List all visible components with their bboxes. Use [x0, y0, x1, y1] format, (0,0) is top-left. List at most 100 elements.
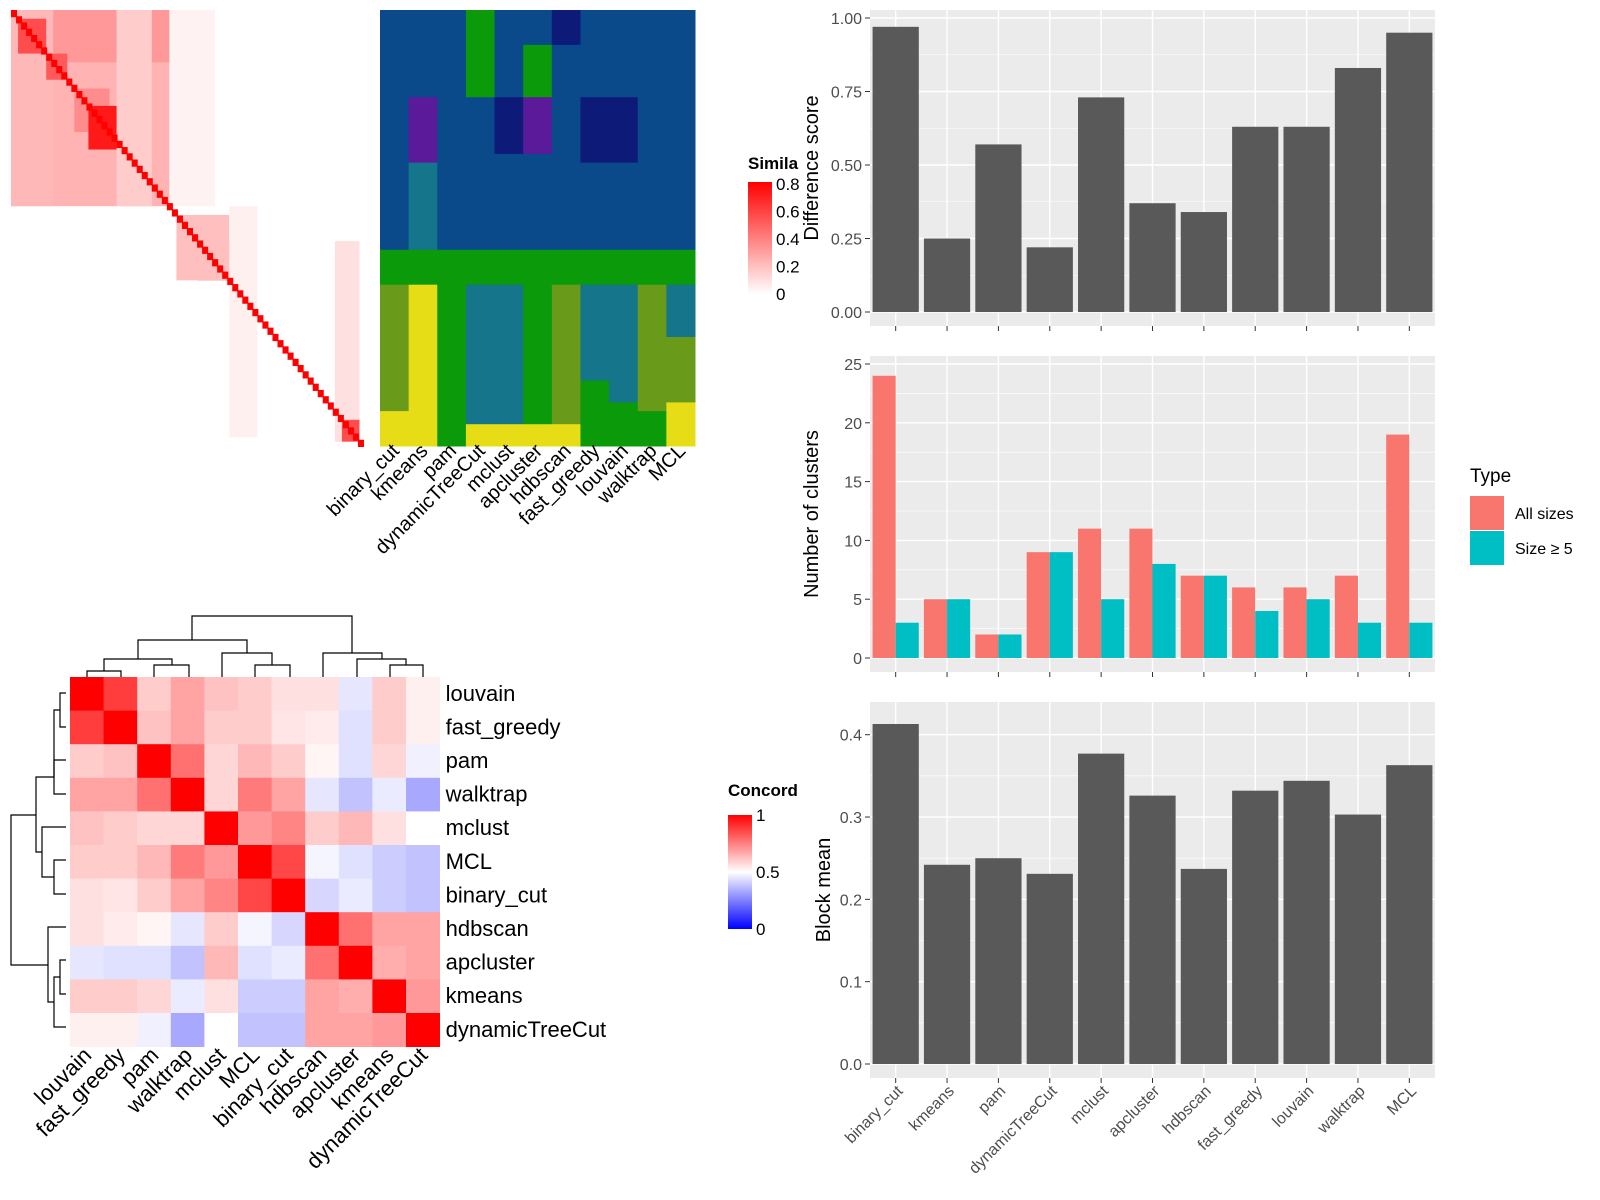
cluster-cell [465, 284, 496, 425]
similarity-diagonal-cell [262, 321, 269, 329]
concordance-cell [238, 912, 272, 947]
column-dendrogram [86, 615, 424, 677]
similarity-diagonal-cell [66, 78, 73, 86]
concordance-cell [406, 845, 440, 879]
cluster-cell [609, 162, 639, 251]
bar-hdbscan [1180, 212, 1227, 312]
cluster-cell [408, 10, 438, 98]
cluster-cell [580, 249, 610, 286]
cluster-cell [494, 10, 524, 98]
concordance-cell [338, 1013, 373, 1047]
cluster-cell [465, 249, 496, 286]
concordance-cell [406, 979, 440, 1014]
legend-swatch-size-ge-5 [1470, 531, 1504, 565]
y-tick-label: 0.75 [831, 85, 862, 102]
similarity-diagonal-cell [56, 66, 63, 74]
similarity-diagonal-cell [41, 47, 48, 55]
similarity-diagonal-cell [36, 41, 43, 49]
concordance-cell [204, 878, 239, 913]
concordance-row-label: walktrap [445, 782, 528, 807]
concordance-cell [137, 677, 172, 711]
concordance-cell [406, 744, 440, 779]
concordance-cell [137, 1013, 172, 1047]
bar-mcl [1386, 765, 1433, 1064]
cluster-cell [637, 284, 667, 412]
concordance-cell [137, 979, 172, 1014]
bar-size-5-kmeans [947, 599, 971, 658]
cluster-cell [580, 97, 610, 164]
concordance-cell [338, 912, 373, 947]
similarity-diagonal-cell [337, 414, 344, 423]
cluster-cell [580, 10, 610, 98]
cluster-cell [609, 284, 639, 403]
concordance-cell [271, 677, 306, 711]
similarity-diagonal-cell [212, 259, 219, 267]
concordance-cell [271, 744, 306, 779]
cluster-cell [465, 97, 496, 251]
bar-size-5-walktrap [1357, 622, 1382, 658]
concordance-cell [238, 878, 272, 913]
bar-binary-cut [872, 26, 919, 312]
bar-all-sizes-mcl [1386, 434, 1410, 658]
concordance-cell [103, 710, 138, 745]
y-axis-title: Difference score [801, 95, 823, 240]
concordance-cell [70, 912, 104, 947]
concordance-cell [406, 1013, 440, 1047]
y-axis-title: Number of clusters [801, 430, 823, 598]
concordance-cell [137, 945, 172, 980]
similarity-diagonal-cell [292, 358, 299, 367]
bar-apcluster [1129, 203, 1176, 312]
similarity-diagonal-cell [126, 153, 133, 161]
concordance-cell [70, 845, 104, 879]
similarity-diagonal-cell [26, 28, 33, 36]
cluster-cell [609, 402, 639, 447]
concordance-cell [238, 845, 272, 879]
cluster-cell [551, 424, 581, 447]
concordance-cell [271, 945, 306, 980]
concordance-cell [170, 912, 205, 947]
cluster-cell [666, 249, 696, 286]
concordance-cell [338, 710, 373, 745]
similarity-diagonal-cell [272, 333, 279, 342]
concordance-cell [372, 710, 407, 745]
cluster-cell [551, 249, 581, 286]
cluster-cell [380, 284, 410, 412]
concordance-cell [238, 744, 272, 779]
bar-all-sizes-binary-cut [872, 375, 896, 658]
concordance-cell [170, 845, 205, 879]
concordance-cell [170, 878, 205, 913]
bar-size-5-apcluster [1152, 563, 1176, 658]
cluster-cell [580, 380, 610, 447]
bar-all-sizes-apcluster [1129, 528, 1153, 658]
similarity-diagonal-cell [81, 97, 88, 105]
cluster-cell [580, 284, 610, 382]
concordance-cell [305, 945, 340, 980]
x-tick-label: louvain [1270, 1083, 1318, 1131]
concordance-cell [204, 811, 239, 846]
x-tick-label: kmeans [906, 1083, 958, 1135]
similarity-diagonal-cell [61, 72, 68, 80]
concordance-cell [406, 811, 440, 846]
cluster-cell [523, 284, 553, 425]
bar-all-sizes-dynamictreecut [1026, 552, 1050, 658]
similarity-diagonal-cell [242, 296, 249, 304]
concordance-cell [103, 945, 138, 980]
bar-mclust [1078, 753, 1125, 1064]
concordance-cell [70, 878, 104, 913]
concordance-cell [103, 777, 138, 812]
concordance-cell [271, 912, 306, 947]
similarity-block [169, 10, 216, 207]
similarity-legend-tick: 0.8 [776, 175, 800, 194]
cluster-cell [666, 284, 696, 338]
concordance-row-label: louvain [446, 681, 516, 706]
cluster-cell [494, 424, 524, 447]
bar-size-5-binary-cut [895, 622, 919, 658]
y-tick-label: 1.00 [831, 11, 862, 28]
concordance-cell [70, 710, 104, 745]
similarity-diagonal-cell [76, 90, 83, 99]
bar-all-sizes-louvain [1283, 587, 1307, 658]
concordance-row-label: mclust [446, 815, 510, 840]
similarity-diagonal-cell [96, 115, 103, 124]
bar-mclust [1078, 97, 1125, 312]
